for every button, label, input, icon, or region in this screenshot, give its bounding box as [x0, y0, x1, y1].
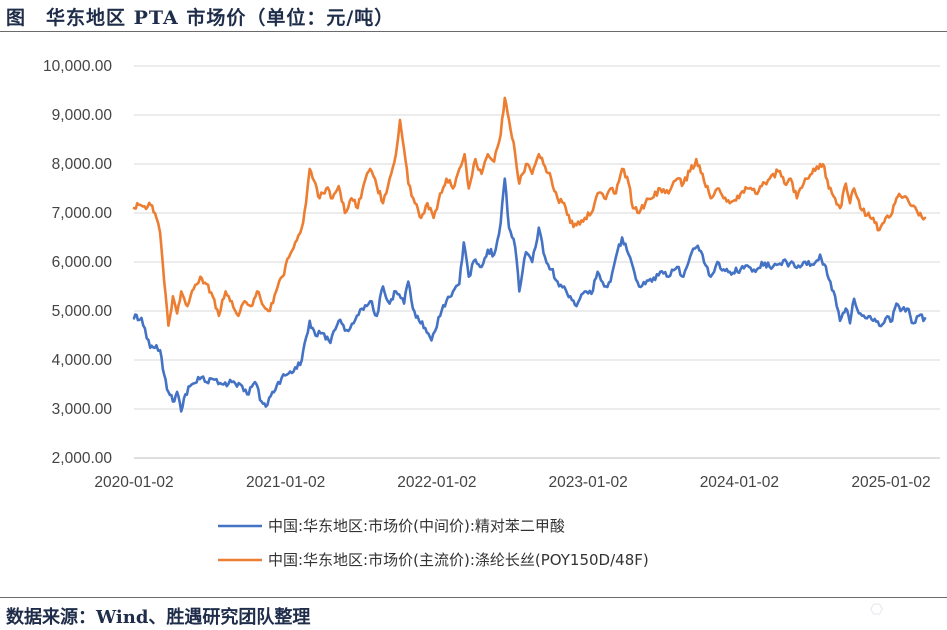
bottom-rule — [0, 597, 947, 598]
x-tick-label: 2022-01-02 — [397, 474, 476, 491]
y-tick-label: 10,000.00 — [43, 58, 112, 75]
x-tick-label: 2020-01-02 — [94, 474, 173, 491]
series-line — [132, 177, 927, 413]
y-tick-label: 2,000.00 — [52, 450, 113, 467]
x-tick-label: 2021-01-02 — [246, 474, 325, 491]
y-tick-label: 9,000.00 — [52, 107, 113, 124]
y-tick-label: 8,000.00 — [52, 156, 113, 173]
legend-label: 中国:华东地区:市场价(主流价):涤纶长丝(POY150D/48F) — [268, 551, 649, 569]
grid-lines — [134, 65, 940, 459]
y-tick-label: 7,000.00 — [52, 205, 113, 222]
y-tick-label: 3,000.00 — [52, 401, 113, 418]
x-axis-ticks: 2020-01-02 2021-01-02 2022-01-02 2023-01-02… — [94, 474, 930, 491]
series-lines — [132, 96, 927, 413]
legend-label: 中国:华东地区:市场价(中间价):精对苯二甲酸 — [268, 517, 565, 535]
y-tick-label: 4,000.00 — [52, 352, 113, 369]
y-tick-label: 6,000.00 — [52, 254, 113, 271]
series-line — [132, 96, 927, 327]
legend: 中国:华东地区:市场价(中间价):精对苯二甲酸中国:华东地区:市场价(主流价):… — [218, 517, 649, 569]
figure-source: 数据来源：Wind、胜遇研究团队整理 — [6, 607, 311, 628]
y-axis-ticks: 2,000.00 3,000.00 4,000.00 5,000.00 6,000.00… — [43, 58, 112, 467]
top-rule — [0, 31, 947, 32]
x-tick-label: 2024-01-02 — [700, 474, 779, 491]
y-tick-label: 5,000.00 — [52, 303, 113, 320]
x-tick-label: 2023-01-02 — [548, 474, 627, 491]
x-tick-label: 2025-01-02 — [851, 474, 930, 491]
figure-title: 图 华东地区 PTA 市场价（单位：元/吨） — [6, 7, 395, 29]
